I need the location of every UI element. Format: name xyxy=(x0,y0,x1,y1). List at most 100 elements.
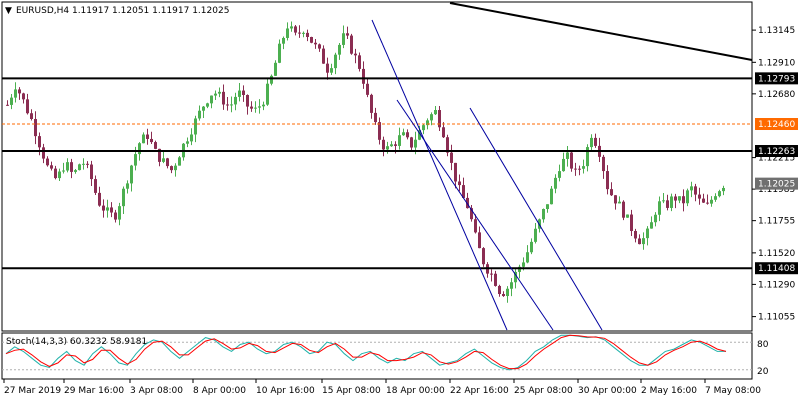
candle xyxy=(114,209,117,223)
candle xyxy=(610,182,613,197)
candle xyxy=(722,185,725,196)
price-tag-level: 1.12263 xyxy=(755,145,798,158)
candle xyxy=(130,164,133,192)
candle xyxy=(566,145,569,167)
candle-body xyxy=(266,83,269,105)
candle-body xyxy=(346,33,349,36)
candle xyxy=(18,87,21,100)
candle xyxy=(650,216,653,229)
candle-body xyxy=(618,201,621,204)
stochastic-panel[interactable] xyxy=(1,332,753,380)
candle-body xyxy=(198,110,201,119)
candle-body xyxy=(350,35,353,54)
candle xyxy=(574,162,577,176)
candle-body xyxy=(34,118,37,137)
candle xyxy=(142,132,145,144)
candle xyxy=(438,106,441,132)
candle-body xyxy=(650,222,653,229)
candle-body xyxy=(358,55,361,69)
candle xyxy=(370,93,373,119)
candle xyxy=(222,84,225,110)
candle xyxy=(178,155,181,166)
candle xyxy=(70,158,73,179)
candle xyxy=(334,52,337,75)
candle xyxy=(474,214,477,234)
candle-body xyxy=(466,197,469,209)
channel-line-middle[interactable] xyxy=(396,99,554,331)
candle xyxy=(254,101,257,113)
candle-body xyxy=(418,130,421,140)
candle-body xyxy=(210,95,213,104)
candle xyxy=(314,39,317,49)
candle-body xyxy=(62,170,65,172)
time-tick-label: 2 May 16:00 xyxy=(641,386,697,396)
candle xyxy=(94,175,97,196)
candle xyxy=(262,101,265,111)
candle-body xyxy=(390,144,393,147)
candle-body xyxy=(94,179,97,193)
candle xyxy=(702,193,705,203)
main-plot-area[interactable] xyxy=(1,1,753,332)
price-tag-dashed: 1.12460 xyxy=(755,118,798,131)
candle-body xyxy=(458,181,461,186)
candle-body xyxy=(302,32,305,34)
channel-line-upper[interactable] xyxy=(371,19,508,331)
price-tag-label: 1.12263 xyxy=(758,147,795,157)
candle-body xyxy=(646,228,649,239)
candle xyxy=(22,92,25,104)
candle xyxy=(430,112,433,126)
candle-body xyxy=(26,99,29,114)
time-tick-label: 22 Apr 16:00 xyxy=(450,386,509,396)
candle-body xyxy=(274,62,277,76)
candle-body xyxy=(10,97,13,105)
candle xyxy=(550,186,553,205)
candle xyxy=(358,52,361,72)
candle xyxy=(82,158,85,170)
candle-body xyxy=(314,42,317,45)
candle-body xyxy=(194,118,197,135)
candle-body xyxy=(398,135,401,146)
candle-body xyxy=(378,122,381,140)
candle xyxy=(190,128,193,146)
candle-body xyxy=(674,196,677,201)
candle-body xyxy=(606,171,609,190)
price-tick-label: 1.11985 xyxy=(758,185,795,195)
candle-body xyxy=(710,199,713,204)
trendline[interactable] xyxy=(449,2,753,61)
candle xyxy=(210,95,213,109)
candle-body xyxy=(162,158,165,162)
candle-body xyxy=(362,68,365,84)
candle xyxy=(354,48,357,64)
candle xyxy=(266,78,269,106)
candle-body xyxy=(678,196,681,201)
price-tag-bg xyxy=(755,177,798,190)
candle xyxy=(318,43,321,52)
candle-body xyxy=(374,112,377,123)
candle-body xyxy=(42,147,45,159)
candle xyxy=(186,137,189,148)
candle xyxy=(278,39,281,64)
candle xyxy=(618,196,621,204)
candle xyxy=(502,291,505,297)
candle xyxy=(674,193,677,209)
candle-body xyxy=(478,232,481,249)
candle xyxy=(366,77,369,98)
candle xyxy=(666,194,669,211)
candle-body xyxy=(170,166,173,171)
time-tick-label: 29 Mar 16:00 xyxy=(64,386,124,396)
candle-body xyxy=(682,196,685,204)
candle-body xyxy=(142,134,145,144)
candle xyxy=(706,194,709,205)
candle-body xyxy=(638,238,641,245)
candle xyxy=(482,247,485,267)
candle xyxy=(470,205,473,222)
candle xyxy=(578,165,581,176)
channel-line-lower[interactable] xyxy=(469,107,603,331)
candle-body xyxy=(586,147,589,167)
candle-body xyxy=(702,198,705,203)
candle xyxy=(290,21,293,32)
symbol-menu-icon[interactable]: ▼ xyxy=(5,6,12,16)
candle-body xyxy=(22,93,25,100)
candle xyxy=(514,268,517,289)
